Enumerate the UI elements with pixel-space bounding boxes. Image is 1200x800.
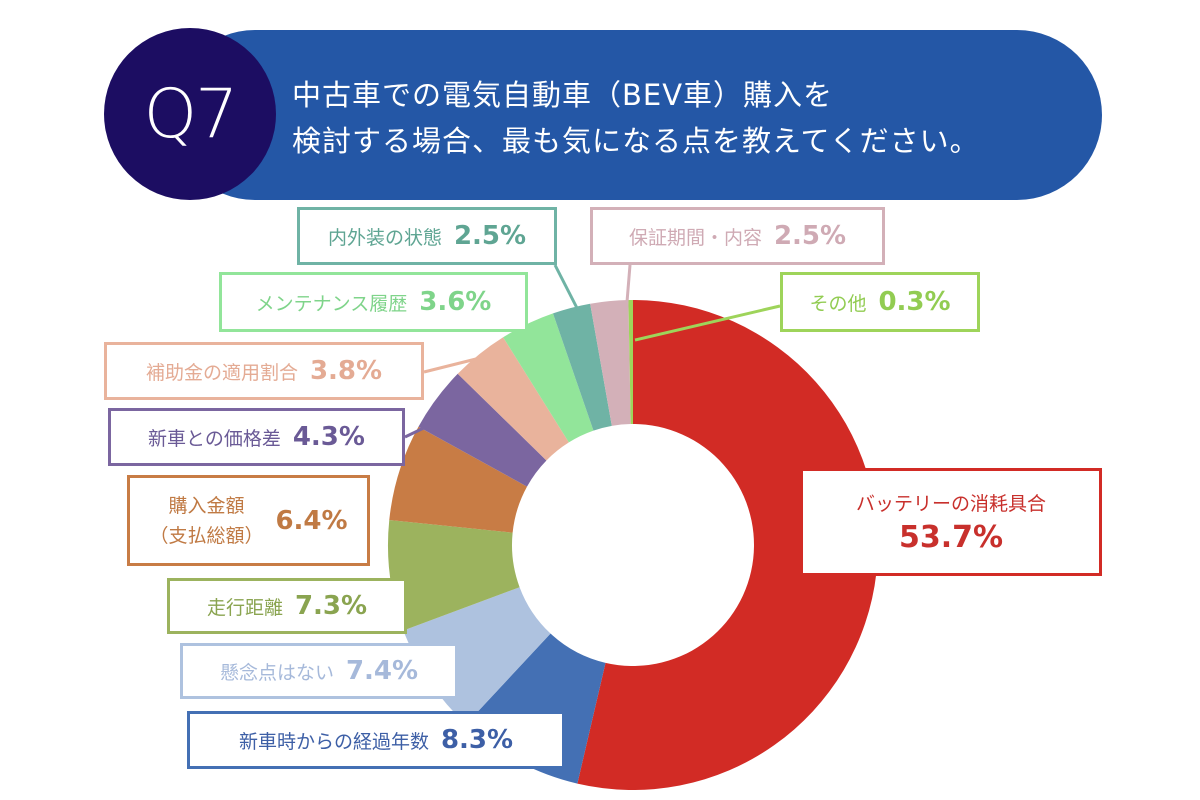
question-banner: [170, 30, 1102, 200]
question-line-1: 中古車での電気自動車（BEV車）購入を: [292, 78, 834, 112]
percent-label: 7.4%: [345, 656, 419, 686]
percent-label: 2.5%: [773, 221, 847, 251]
category-label: 新車との価格差: [148, 427, 281, 450]
slice-5: [418, 373, 547, 487]
category-label: 走行距離: [206, 596, 283, 619]
category-label-line: 購入金額: [168, 494, 245, 517]
slice-10: [628, 300, 633, 425]
data-label-6: 補助金の適用割合 3.8%: [104, 342, 424, 400]
question-number: Q7: [143, 74, 239, 154]
leader-line-6: [423, 356, 481, 374]
percent-label: 3.6%: [419, 287, 492, 317]
data-label-9: 保証期間・内容 2.5%: [590, 207, 885, 265]
question-line-2: 検討する場合、最も気になる点を教えてください。: [292, 124, 980, 158]
data-label-2: 懸念点はない 7.4%: [180, 643, 458, 699]
category-label: その他: [809, 292, 867, 315]
leader-line-8: [553, 264, 580, 311]
category-label: メンテナンス履歴: [255, 292, 408, 315]
percent-label: 8.3%: [440, 725, 514, 755]
percent-label: 4.3%: [292, 422, 365, 452]
leader-line-10: [634, 304, 781, 342]
slice-6: [457, 337, 569, 461]
slice-9: [590, 300, 631, 426]
category-label: 新車時からの経過年数: [238, 730, 429, 753]
leader-line-9: [625, 264, 632, 303]
category-label: 購入金額 （支払総額）: [149, 491, 263, 551]
category-label: 補助金の適用割合: [145, 361, 298, 384]
category-label-line: （支払総額）: [149, 524, 264, 547]
category-label: 保証期間・内容: [628, 226, 762, 249]
slice-4: [389, 426, 528, 533]
data-label-10: その他 0.3%: [780, 272, 980, 332]
percent-label: 6.4%: [275, 505, 348, 536]
data-label-0: バッテリーの消耗具合 53.7%: [800, 468, 1102, 576]
data-label-1: 新車時からの経過年数 8.3%: [187, 711, 565, 769]
percent-label: 3.8%: [309, 356, 383, 386]
percent-label: 2.5%: [453, 221, 527, 251]
data-label-7: メンテナンス履歴 3.6%: [219, 272, 528, 332]
category-label: 懸念点はない: [219, 661, 334, 684]
data-label-4: 購入金額 （支払総額） 6.4%: [127, 475, 370, 566]
percent-label: 53.7%: [898, 520, 1004, 555]
data-label-5: 新車との価格差 4.3%: [108, 408, 405, 466]
question-number-badge: Q7: [104, 28, 276, 200]
leader-line-5: [404, 423, 431, 439]
slice-7: [503, 313, 594, 443]
percent-label: 0.3%: [878, 287, 951, 317]
slice-3: [387, 520, 520, 631]
category-label: バッテリーの消耗具合: [855, 493, 1046, 515]
slice-8: [552, 303, 612, 431]
question-text: 中古車での電気自動車（BEV車）購入を 検討する場合、最も気になる点を教えてくだ…: [292, 72, 980, 164]
category-label: 内外装の状態: [327, 226, 442, 249]
slice-0: [577, 300, 878, 790]
percent-label: 7.3%: [294, 591, 368, 621]
data-label-8: 内外装の状態 2.5%: [297, 207, 557, 265]
data-label-3: 走行距離 7.3%: [167, 578, 407, 634]
